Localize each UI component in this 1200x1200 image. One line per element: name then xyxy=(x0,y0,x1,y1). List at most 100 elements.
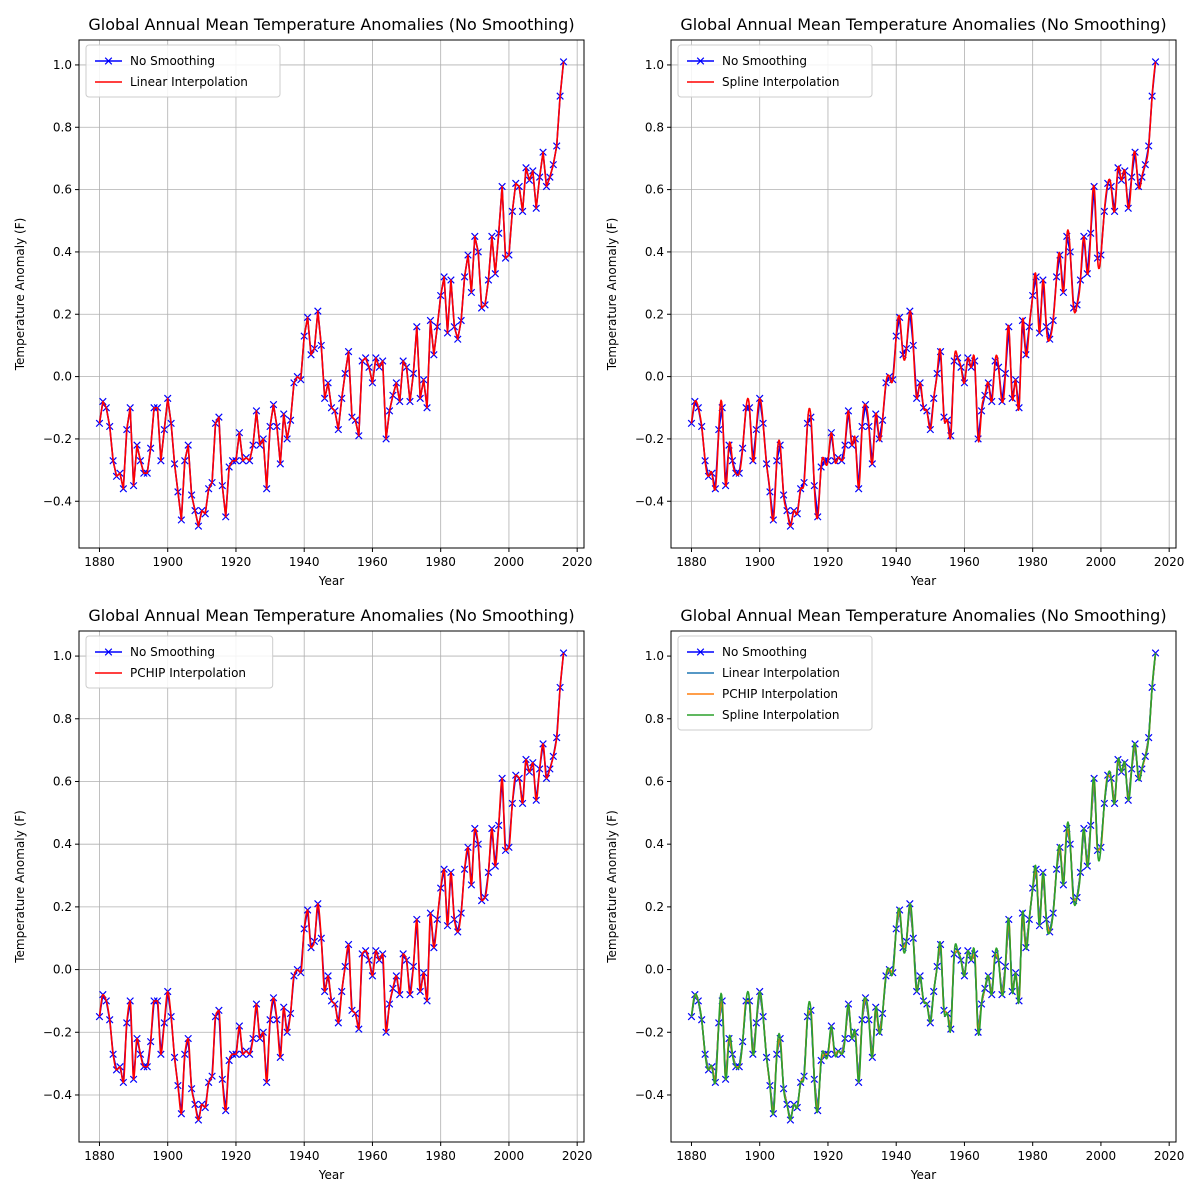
x-tick-label: 2000 xyxy=(1086,1149,1117,1163)
x-tick-label: 1920 xyxy=(813,1149,844,1163)
x-tick-label: 1920 xyxy=(221,1149,252,1163)
y-tick-label: −0.2 xyxy=(43,432,72,446)
y-tick-label: 0.6 xyxy=(645,774,664,788)
chart-panel-4: 1880 1900 1920 1940 1960 1980 2000 2020 −0.4 −0.2… xyxy=(605,606,1184,1182)
y-axis-label: Temperature Anomaly (F) xyxy=(605,810,619,964)
y-tick-label: 0.8 xyxy=(53,712,72,726)
y-tick-label: −0.4 xyxy=(635,1088,664,1102)
x-tick-label: 1940 xyxy=(881,1149,912,1163)
legend: No Smoothing PCHIP Interpolation xyxy=(85,635,274,689)
x-tick-label: 1940 xyxy=(289,555,320,569)
y-tick-label: 0.8 xyxy=(53,120,72,134)
x-tick-label: 1880 xyxy=(84,555,115,569)
series-line-spline-interpolation xyxy=(690,652,1157,1121)
legend-label: No Smoothing xyxy=(722,54,807,68)
x-tick-label: 1960 xyxy=(949,555,980,569)
y-tick-label: −0.4 xyxy=(43,494,72,508)
x-axis-label: Year xyxy=(318,1168,344,1182)
legend-marker xyxy=(696,648,705,656)
y-tick-label: 0.4 xyxy=(53,245,72,259)
y-tick-label: 0.6 xyxy=(645,183,664,197)
legend-label: No Smoothing xyxy=(130,645,215,659)
legend-marker xyxy=(696,57,705,65)
x-tick-label: 1920 xyxy=(221,555,252,569)
chart-title: Global Annual Mean Temperature Anomalies… xyxy=(680,606,1166,625)
x-tick-label: 1960 xyxy=(357,1149,388,1163)
legend-marker xyxy=(104,648,113,656)
x-tick-label: 2020 xyxy=(1154,1149,1185,1163)
y-tick-label: −0.2 xyxy=(43,1025,72,1039)
legend-box xyxy=(85,44,281,98)
data-point-marker xyxy=(1151,58,1160,66)
y-tick-label: −0.2 xyxy=(635,432,664,446)
series-line-no-smoothing xyxy=(690,61,1157,527)
x-tick-label: 1880 xyxy=(84,1149,115,1163)
x-tick-label: 1900 xyxy=(744,1149,775,1163)
x-tick-label: 2000 xyxy=(494,555,525,569)
legend-box xyxy=(677,635,873,731)
x-tick-label: 2000 xyxy=(1086,555,1117,569)
legend-label: PCHIP Interpolation xyxy=(130,666,246,680)
y-tick-label: 1.0 xyxy=(645,649,664,663)
y-tick-label: 0.2 xyxy=(53,307,72,321)
legend: No Smoothing Linear Interpolation xyxy=(85,44,281,98)
legend-label: No Smoothing xyxy=(130,54,215,68)
chart-title: Global Annual Mean Temperature Anomalies… xyxy=(88,15,574,34)
y-tick-label: 0.0 xyxy=(645,963,664,977)
y-tick-label: 0.8 xyxy=(645,712,664,726)
x-tick-label: 1960 xyxy=(949,1149,980,1163)
chart-title: Global Annual Mean Temperature Anomalies… xyxy=(88,606,574,625)
x-tick-label: 1900 xyxy=(744,555,775,569)
y-tick-label: −0.4 xyxy=(43,1088,72,1102)
x-tick-label: 2000 xyxy=(494,1149,525,1163)
legend-label: Spline Interpolation xyxy=(722,708,840,722)
y-axis-label: Temperature Anomaly (F) xyxy=(13,810,27,964)
chart-panel-2: 1880 1900 1920 1940 1960 1980 2000 2020 −0.4 −0.2… xyxy=(605,15,1184,588)
legend-label: No Smoothing xyxy=(722,645,807,659)
axes-frame xyxy=(78,39,585,549)
x-tick-label: 2020 xyxy=(1154,555,1185,569)
y-axis-label: Temperature Anomaly (F) xyxy=(13,218,27,372)
x-axis-label: Year xyxy=(910,1168,936,1182)
x-tick-label: 1980 xyxy=(1017,555,1048,569)
y-tick-label: 0.2 xyxy=(53,900,72,914)
legend: No Smoothing Spline Interpolation xyxy=(677,44,873,98)
y-tick-label: 1.0 xyxy=(53,649,72,663)
legend-marker xyxy=(104,57,113,65)
y-tick-label: 0.0 xyxy=(645,370,664,384)
y-tick-label: −0.2 xyxy=(635,1025,664,1039)
x-tick-label: 1980 xyxy=(425,1149,456,1163)
legend-label: PCHIP Interpolation xyxy=(722,687,838,701)
legend-label: Linear Interpolation xyxy=(130,75,248,89)
x-tick-label: 2020 xyxy=(562,555,593,569)
y-tick-label: 1.0 xyxy=(53,58,72,72)
legend: No Smoothing Linear Interpolation PCHIP In… xyxy=(677,635,873,731)
x-tick-label: 1980 xyxy=(425,555,456,569)
chart-panel-1: 1880 1900 1920 1940 1960 1980 2000 2020 −0.4 −0.2… xyxy=(13,15,592,588)
series-line-linear-interpolation xyxy=(98,61,565,527)
axes-frame xyxy=(670,630,1177,1143)
legend-box xyxy=(677,44,873,98)
x-tick-label: 1960 xyxy=(357,555,388,569)
legend-label: Spline Interpolation xyxy=(722,75,840,89)
y-tick-label: 0.8 xyxy=(645,120,664,134)
x-tick-label: 1880 xyxy=(676,1149,707,1163)
x-tick-label: 1980 xyxy=(1017,1149,1048,1163)
series-line-no-smoothing xyxy=(98,652,565,1121)
x-tick-label: 1940 xyxy=(881,555,912,569)
y-tick-label: 0.0 xyxy=(53,370,72,384)
y-tick-label: 0.4 xyxy=(645,837,664,851)
series-line-pchip-interpolation xyxy=(98,652,565,1121)
x-axis-label: Year xyxy=(910,574,936,588)
y-tick-label: 0.4 xyxy=(645,245,664,259)
y-tick-label: 0.4 xyxy=(53,837,72,851)
legend-label: Linear Interpolation xyxy=(722,666,840,680)
y-tick-label: 0.2 xyxy=(645,307,664,321)
chart-panel-3: 1880 1900 1920 1940 1960 1980 2000 2020 −0.4 −0.2… xyxy=(13,606,592,1182)
x-tick-label: 1880 xyxy=(676,555,707,569)
series-line-no-smoothing xyxy=(98,61,565,527)
y-tick-label: −0.4 xyxy=(635,494,664,508)
y-tick-label: 0.2 xyxy=(645,900,664,914)
x-tick-label: 1940 xyxy=(289,1149,320,1163)
